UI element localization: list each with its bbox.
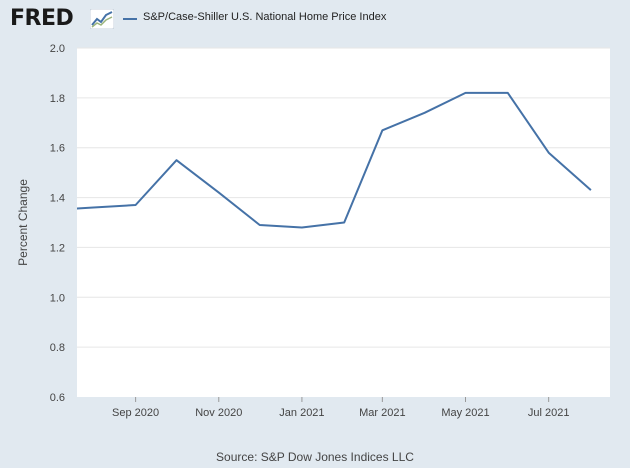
x-tick-label: Mar 2021	[359, 407, 405, 419]
x-tick-label: Sep 2020	[112, 407, 159, 419]
y-tick-label: 0.8	[50, 342, 65, 354]
y-tick-label: 1.2	[50, 242, 65, 254]
x-tick-label: Jan 2021	[279, 407, 324, 419]
legend-label: S&P/Case-Shiller U.S. National Home Pric…	[143, 11, 387, 23]
y-tick-label: 1.0	[50, 292, 65, 304]
x-tick-label: Jul 2021	[528, 407, 570, 419]
fred-logo[interactable]: FRED	[10, 6, 74, 31]
y-axis-title: Percent Change	[16, 179, 30, 266]
legend-swatch	[123, 18, 137, 20]
y-tick-label: 1.8	[50, 93, 65, 105]
y-tick-label: 0.6	[50, 392, 65, 404]
header: FRED S&P/Case-Shiller U.S. National Home…	[0, 0, 630, 40]
y-tick-label: 2.0	[50, 43, 65, 55]
source-note: Source: S&P Dow Jones Indices LLC	[216, 450, 414, 464]
y-tick-label: 1.6	[50, 143, 65, 155]
line-chart-icon	[90, 9, 114, 29]
series-line[interactable]	[51, 91, 592, 229]
x-tick-label: May 2021	[441, 407, 489, 419]
line-chart: 0.6 0.8 1.0 1.2 1.4 1.6 1.8 2.0 Sep 2020 Nov 2020…	[16, 43, 610, 419]
x-tick-label: Nov 2020	[195, 407, 242, 419]
y-tick-label: 1.4	[50, 193, 65, 205]
